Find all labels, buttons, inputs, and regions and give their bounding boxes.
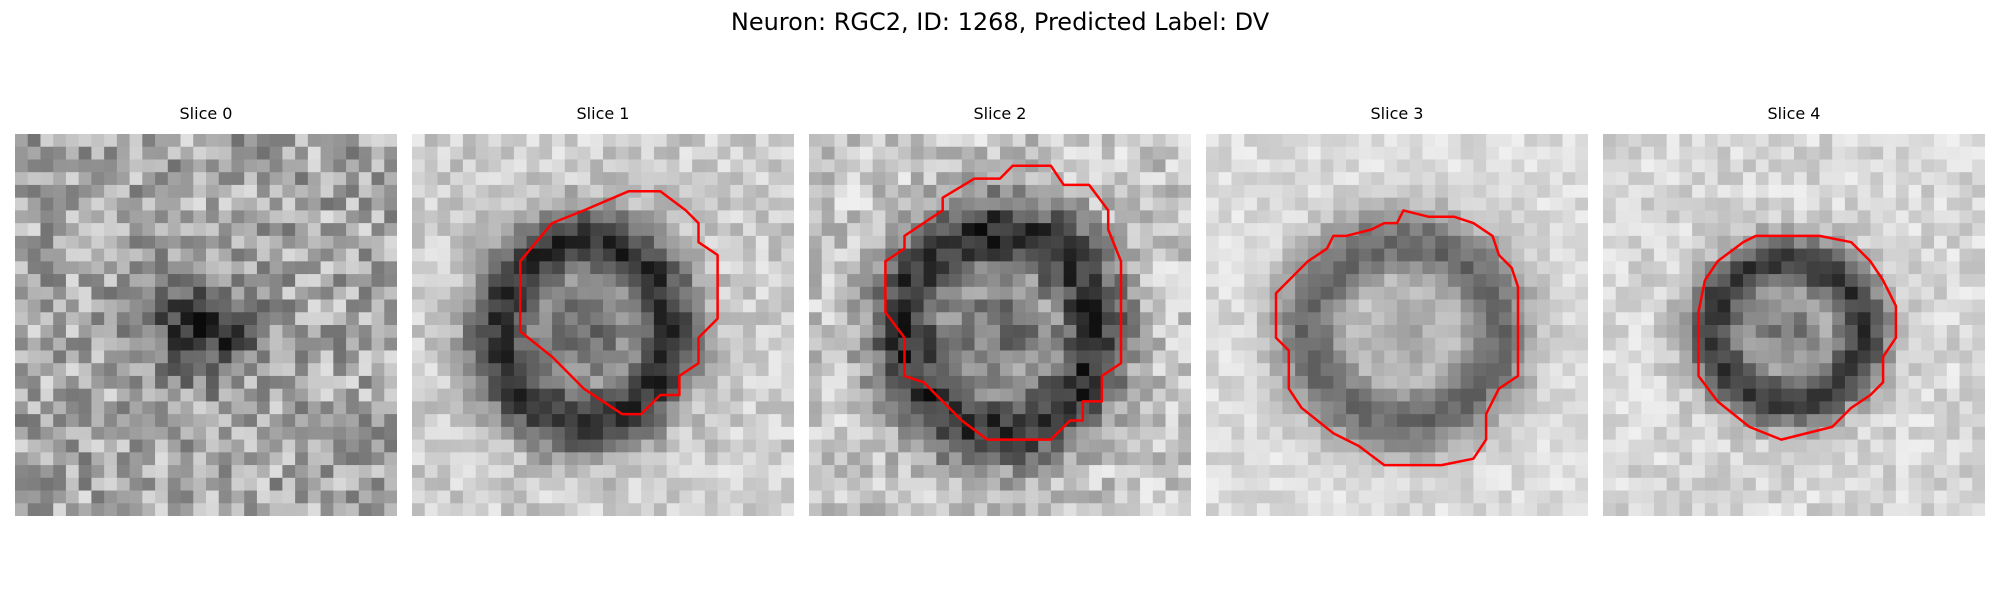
slice-svg-4 — [1603, 134, 1985, 516]
pixel-grid — [15, 134, 397, 516]
slice-title: Slice 4 — [1767, 104, 1821, 123]
slice-svg-0 — [15, 134, 397, 516]
figure-title: Neuron: RGC2, ID: 1268, Predicted Label:… — [730, 8, 1270, 36]
cell-contour — [1274, 209, 1520, 467]
slice-title: Slice 0 — [179, 104, 233, 123]
slice-panel-1: Slice 1 — [412, 104, 794, 516]
slice-title: Slice 3 — [1370, 104, 1424, 123]
slice-image-3 — [1206, 134, 1588, 516]
pixel-grid — [1206, 134, 1588, 516]
slice-svg-2 — [809, 134, 1191, 516]
slice-panel-2: Slice 2 — [809, 104, 1191, 516]
pixel-grid — [1603, 134, 1985, 516]
slice-title: Slice 2 — [973, 104, 1027, 123]
slice-svg-3 — [1206, 134, 1588, 516]
cell-contour — [1697, 234, 1898, 441]
slice-panel-3: Slice 3 — [1206, 104, 1588, 516]
slice-image-0 — [15, 134, 397, 516]
cell-contour — [518, 190, 719, 416]
pixel-grid — [809, 134, 1191, 516]
slice-image-2 — [809, 134, 1191, 516]
slice-image-1 — [412, 134, 794, 516]
slice-title: Slice 1 — [576, 104, 630, 123]
slice-panel-0: Slice 0 — [15, 104, 397, 516]
slice-image-4 — [1603, 134, 1985, 516]
slice-panel-4: Slice 4 — [1603, 104, 1985, 516]
cell-contour — [884, 164, 1123, 441]
slice-svg-1 — [412, 134, 794, 516]
pixel-grid — [412, 134, 794, 516]
